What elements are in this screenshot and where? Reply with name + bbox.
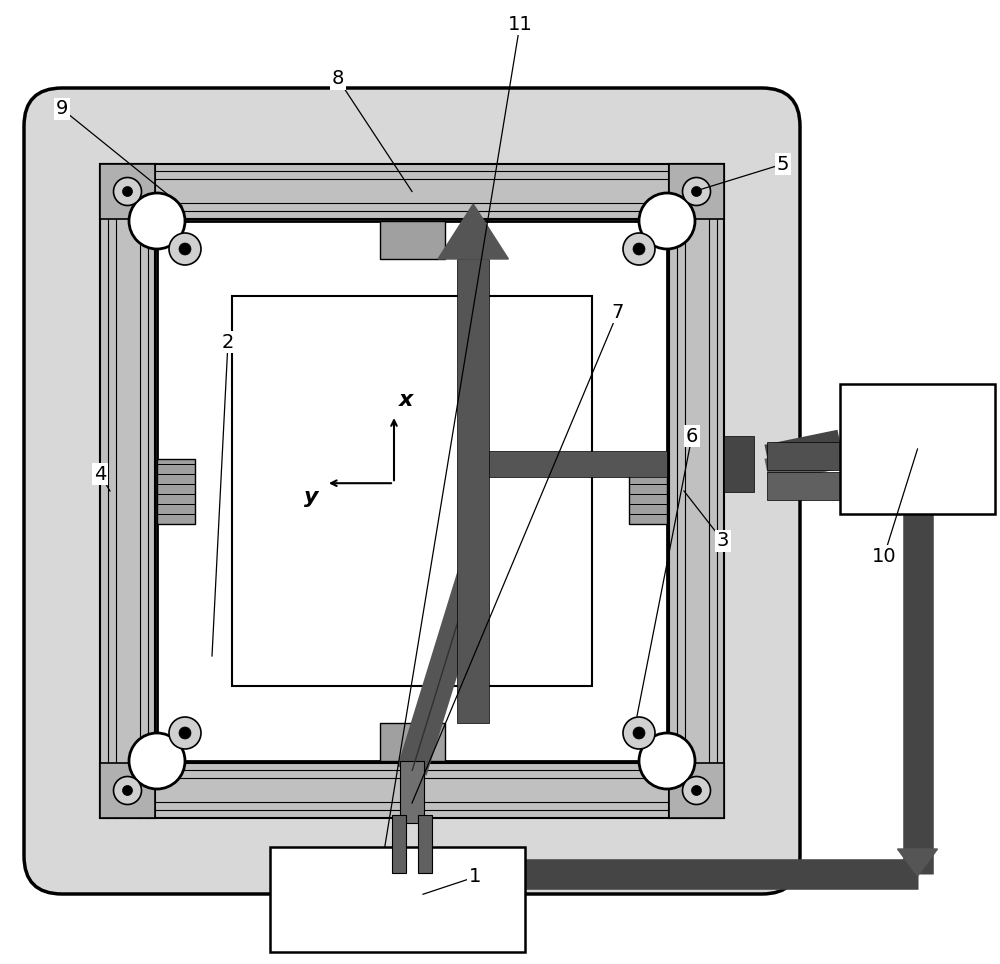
Text: 2: 2 xyxy=(222,333,234,352)
Bar xyxy=(629,459,667,523)
Circle shape xyxy=(129,193,185,249)
Text: x: x xyxy=(399,390,413,411)
Text: 5: 5 xyxy=(777,154,789,174)
Circle shape xyxy=(692,786,702,795)
Circle shape xyxy=(692,186,702,197)
Circle shape xyxy=(623,233,655,265)
Circle shape xyxy=(179,243,191,255)
Text: 4: 4 xyxy=(94,465,106,484)
Bar xyxy=(100,164,724,219)
Bar xyxy=(767,472,850,500)
FancyBboxPatch shape xyxy=(24,88,800,894)
Bar xyxy=(669,164,724,818)
Text: 11: 11 xyxy=(508,14,532,34)
Circle shape xyxy=(129,733,185,789)
Text: 10: 10 xyxy=(872,547,896,566)
Bar xyxy=(724,436,754,492)
Bar xyxy=(418,815,432,873)
Circle shape xyxy=(169,717,201,749)
Bar xyxy=(767,442,850,470)
Bar xyxy=(840,384,995,514)
Polygon shape xyxy=(898,849,938,876)
Bar xyxy=(157,221,667,761)
Bar xyxy=(100,763,724,818)
Bar xyxy=(270,847,525,952)
Bar xyxy=(157,459,195,523)
Bar xyxy=(669,164,724,219)
Bar xyxy=(100,164,155,818)
Circle shape xyxy=(114,776,142,805)
Bar xyxy=(669,763,724,818)
Circle shape xyxy=(633,243,645,255)
Circle shape xyxy=(179,727,191,739)
Bar xyxy=(473,451,667,477)
Circle shape xyxy=(682,177,710,205)
Circle shape xyxy=(639,193,695,249)
Circle shape xyxy=(122,786,132,795)
Bar xyxy=(380,221,444,259)
Text: 3: 3 xyxy=(717,531,729,550)
Circle shape xyxy=(114,177,142,205)
Bar xyxy=(392,815,406,873)
Text: 7: 7 xyxy=(612,303,624,322)
Circle shape xyxy=(169,233,201,265)
Text: 1: 1 xyxy=(469,868,481,887)
Bar xyxy=(232,296,592,686)
Circle shape xyxy=(682,776,710,805)
Bar xyxy=(100,763,155,818)
Text: 8: 8 xyxy=(332,69,344,89)
Circle shape xyxy=(639,733,695,789)
Bar xyxy=(380,723,444,761)
Bar xyxy=(457,259,489,723)
Bar xyxy=(400,761,424,823)
Polygon shape xyxy=(438,204,508,259)
Text: 6: 6 xyxy=(686,426,698,445)
Circle shape xyxy=(122,186,132,197)
Text: 9: 9 xyxy=(56,99,68,119)
Circle shape xyxy=(633,727,645,739)
Bar xyxy=(100,164,155,219)
Text: y: y xyxy=(304,487,318,507)
Circle shape xyxy=(623,717,655,749)
